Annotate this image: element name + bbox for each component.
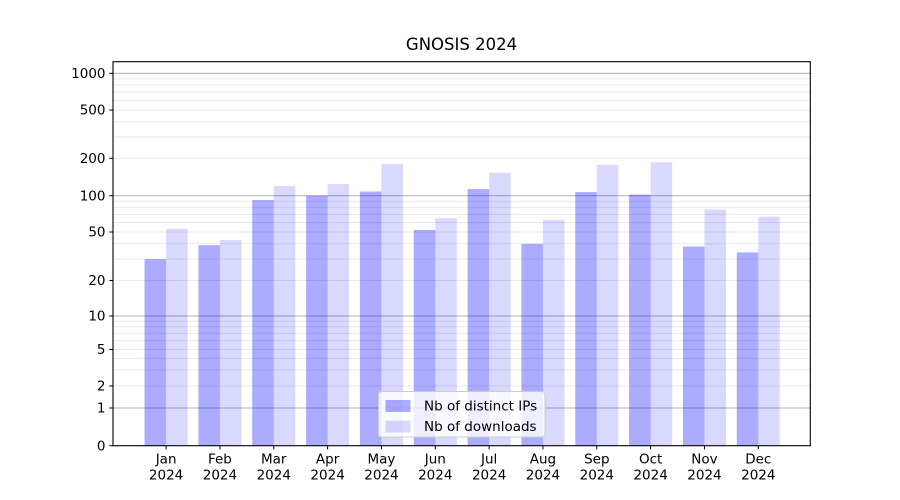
- x-tick-label-year: 2024: [687, 468, 721, 484]
- legend-swatch-downloads: [385, 420, 411, 433]
- bar-distinct-ips-nov: [682, 246, 705, 446]
- bar-downloads-feb: [219, 239, 242, 446]
- y-tick-label: 5: [97, 342, 106, 358]
- x-tick-label-month: May: [367, 452, 395, 468]
- bar-downloads-jul: [489, 172, 511, 446]
- x-tick-label-year: 2024: [580, 468, 614, 484]
- bar-distinct-ips-may: [359, 191, 382, 446]
- y-tick-label: 0: [97, 438, 106, 454]
- bar-distinct-ips-oct: [629, 194, 651, 446]
- bar-distinct-ips-sep: [575, 192, 597, 446]
- bar-distinct-ips-mar: [252, 200, 274, 446]
- y-tick-label: 20: [88, 273, 105, 289]
- x-tick-label-year: 2024: [526, 468, 560, 484]
- bar-distinct-ips-feb: [198, 245, 220, 446]
- bar-distinct-ips-apr: [306, 195, 328, 446]
- y-tick-label: 500: [80, 103, 106, 119]
- bar-distinct-ips-jan: [144, 259, 167, 446]
- x-tick-label-year: 2024: [203, 468, 237, 484]
- bar-downloads-may: [381, 163, 403, 446]
- y-tick-label: 10: [88, 309, 105, 325]
- y-tick-label: 200: [80, 151, 106, 167]
- x-tick-label-month: Dec: [745, 452, 771, 468]
- bar-downloads-oct: [650, 162, 673, 446]
- legend-box: [378, 391, 546, 438]
- bar-downloads-mar: [273, 185, 296, 446]
- x-tick-label-year: 2024: [310, 468, 344, 484]
- legend-label-distinct-ips: Nb of distinct IPs: [424, 399, 537, 415]
- x-tick-label-year: 2024: [149, 468, 183, 484]
- x-tick-label-year: 2024: [418, 468, 452, 484]
- bar-downloads-apr: [327, 184, 350, 446]
- bar-distinct-ips-jul: [467, 189, 490, 446]
- x-tick-label-year: 2024: [472, 468, 506, 484]
- bar-downloads-aug: [542, 219, 565, 446]
- legend-label-downloads: Nb of downloads: [424, 419, 537, 435]
- legend: Nb of distinct IPs Nb of downloads: [378, 391, 546, 438]
- axes: 01251020501002005001000Jan2024Feb2024Mar…: [71, 66, 775, 484]
- x-tick-label-month: Oct: [639, 452, 662, 468]
- x-tick-label-year: 2024: [741, 468, 775, 484]
- x-tick-label-month: Aug: [530, 452, 556, 468]
- x-tick-label-month: Nov: [691, 452, 717, 468]
- y-tick-label: 100: [80, 188, 106, 204]
- x-tick-label-year: 2024: [633, 468, 667, 484]
- y-tick-label: 1: [97, 401, 106, 417]
- y-tick-label: 50: [88, 225, 105, 241]
- x-tick-label-year: 2024: [257, 468, 291, 484]
- y-tick-label: 1000: [71, 66, 105, 82]
- bar-downloads-sep: [596, 164, 619, 446]
- chart-title: GNOSIS 2024: [406, 35, 517, 54]
- bars: [144, 162, 780, 446]
- x-tick-label-month: Sep: [584, 452, 609, 468]
- y-tick-label: 2: [97, 379, 106, 395]
- x-tick-label-month: Jun: [424, 452, 446, 468]
- x-tick-label-month: Mar: [261, 452, 287, 468]
- bar-distinct-ips-dec: [736, 252, 759, 446]
- legend-swatch-distinct-ips: [385, 400, 411, 412]
- bar-downloads-nov: [704, 209, 726, 446]
- bar-downloads-jun: [435, 218, 457, 446]
- x-tick-label-month: Jan: [155, 452, 177, 468]
- x-tick-label-month: Apr: [316, 452, 340, 468]
- plot-border: [112, 61, 811, 447]
- bar-downloads-dec: [758, 216, 780, 446]
- bar-downloads-jan: [166, 228, 188, 446]
- x-tick-label-month: Jul: [480, 452, 497, 468]
- x-tick-label-month: Feb: [208, 452, 232, 468]
- x-tick-label-year: 2024: [364, 468, 398, 484]
